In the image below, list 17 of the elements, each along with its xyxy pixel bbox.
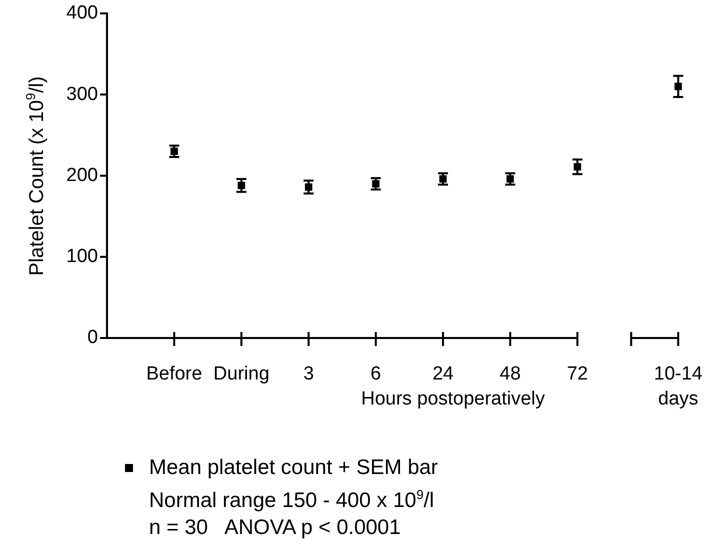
y-tick-label: 200 [66,164,98,186]
x-tick-label: 72 [566,364,588,385]
x-tick-label: 3 [303,364,314,385]
x-tick-label: 10-14 days [654,364,703,410]
x-tick-label: 24 [432,364,454,385]
legend-label: Mean platelet count + SEM bar [148,455,438,481]
y-tick-label: 400 [66,2,98,24]
text: n = 30 ANOVA p < 0.0001 [148,515,402,541]
x-axis-title: Hours postoperatively [361,388,546,410]
y-tick-label: 0 [87,327,98,348]
x-tick-label: Before [146,364,202,385]
text: Normal range 150 - 400 x 10$^{9}$/l [148,486,436,514]
x-tick-label: During [213,364,270,385]
x-tick-label: 48 [500,364,521,385]
y-tick-label: 100 [66,246,98,268]
x-tick-label: 6 [370,364,382,385]
y-tick-label: 300 [66,84,98,105]
